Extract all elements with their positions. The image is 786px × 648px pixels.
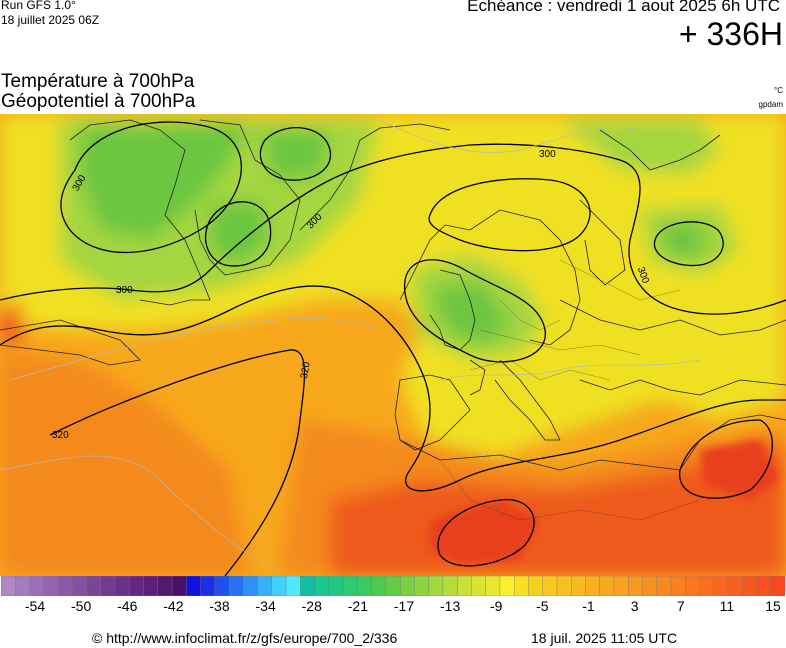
colorbar-tick-label: 15 — [765, 598, 781, 614]
unit-temperature: °C — [774, 86, 783, 95]
colorbar-swatch — [114, 576, 130, 596]
colorbar-tick-label: -34 — [255, 598, 276, 614]
colorbar-tick-label: -21 — [347, 598, 368, 614]
colorbar-swatch — [756, 576, 772, 596]
lead-time: + 336H — [678, 16, 783, 52]
colorbar-tick-label: -46 — [117, 598, 138, 614]
colorbar-swatch — [727, 576, 743, 596]
colorbar-tick-label: -42 — [163, 598, 184, 614]
colorbar-swatch — [57, 576, 73, 596]
unit-geopotential: gpdam — [758, 100, 783, 109]
coastlines — [0, 119, 786, 471]
colorbar-swatch — [628, 576, 643, 596]
colorbar-swatch — [656, 576, 672, 596]
contour-label: 300 — [116, 285, 133, 296]
colorbar-swatch — [15, 576, 31, 596]
colorbar-swatch — [385, 576, 401, 596]
colorbar-tick-labels: -54 -50 -46 -42 -38 -34 -28 -21 -17 -13 -9 -5 -1 3 7 11… — [0, 598, 786, 618]
colorbar-swatch — [371, 576, 387, 596]
colorbar-tick-label: -17 — [393, 598, 415, 614]
colorbar-tick-label: 3 — [630, 598, 639, 614]
colorbar-swatch — [285, 576, 301, 596]
colorbar-swatch — [43, 576, 59, 596]
colorbar-tick-label: -1 — [582, 598, 595, 614]
temperature-colorbar — [1, 576, 785, 596]
colorbar-swatch — [713, 576, 729, 596]
geopotential-contours — [0, 121, 786, 576]
colorbar-tick-label: -5 — [536, 598, 549, 614]
run-label: Run GFS 1.0° — [1, 0, 76, 12]
colorbar-swatch — [399, 576, 415, 596]
colorbar-tick-label: -13 — [440, 598, 461, 614]
source-url[interactable]: © http://www.infoclimat.fr/z/gfs/europe/… — [92, 630, 398, 646]
colorbar-swatch — [442, 576, 458, 596]
colorbar-swatch — [542, 576, 558, 596]
contour-label: 300 — [539, 149, 556, 160]
run-date: 18 juillet 2025 06Z — [1, 13, 100, 27]
colorbar-swatch — [186, 576, 202, 596]
colorbar-swatch — [271, 576, 287, 596]
colorbar-swatch — [72, 576, 88, 596]
weather-map: 300 300 300 300 300 320 320 — [0, 114, 786, 576]
colorbar-swatch — [314, 576, 330, 596]
colorbar-swatch — [471, 576, 487, 596]
colorbar-swatch — [357, 576, 373, 596]
colorbar-swatch — [685, 576, 700, 596]
colorbar-tick-label: -28 — [301, 598, 322, 614]
colorbar-swatch — [328, 576, 344, 596]
colorbar-swatch — [556, 576, 572, 596]
colorbar-swatch — [613, 576, 629, 596]
colorbar-swatch — [214, 576, 230, 596]
colorbar-swatch — [642, 576, 658, 596]
colorbar-swatch — [499, 576, 515, 596]
colorbar-swatch — [243, 576, 259, 596]
colorbar-swatch — [456, 576, 472, 596]
valid-time: Echéance : vendredi 1 aout 2025 6h UTC — [467, 0, 780, 15]
colorbar-swatch — [742, 576, 757, 596]
colorbar-swatch — [699, 576, 715, 596]
colorbar-swatch — [86, 576, 102, 596]
colorbar-swatch — [342, 576, 358, 596]
colorbar-tick-label: -54 — [24, 598, 46, 614]
contour-label: 320 — [299, 361, 313, 380]
colorbar-swatch — [585, 576, 601, 596]
map-title-temperature: Température à 700hPa — [1, 71, 195, 92]
colorbar-swatch — [29, 576, 45, 596]
colorbar-swatch — [200, 576, 216, 596]
map-title-geopotential: Géopotentiel à 700hPa — [1, 91, 196, 112]
colorbar-swatch — [171, 576, 187, 596]
colorbar-swatch — [257, 576, 273, 596]
colorbar-swatch — [428, 576, 444, 596]
temperature-field — [0, 114, 786, 576]
colorbar-swatch — [157, 576, 173, 596]
colorbar-tick-label: -50 — [71, 598, 92, 614]
colorbar-swatch — [300, 576, 316, 596]
borders — [439, 259, 701, 521]
colorbar-swatch — [1, 576, 16, 596]
isotherm-lines — [0, 119, 701, 571]
contour-label: 320 — [52, 430, 69, 441]
colorbar-swatch — [513, 576, 529, 596]
colorbar-swatch — [770, 576, 785, 596]
colorbar-swatch — [143, 576, 159, 596]
colorbar-swatch — [485, 576, 501, 596]
colorbar-swatch — [228, 576, 244, 596]
colorbar-tick-label: 7 — [676, 598, 685, 614]
colorbar-swatch — [414, 576, 430, 596]
render-timestamp: 18 juil. 2025 11:05 UTC — [531, 630, 678, 646]
colorbar-tick-label: -38 — [209, 598, 230, 614]
colorbar-tick-label: -9 — [490, 598, 503, 614]
colorbar-tick-label: 11 — [719, 598, 735, 614]
colorbar-swatch — [670, 576, 686, 596]
colorbar-swatch — [528, 576, 544, 596]
colorbar-swatch — [129, 576, 145, 596]
colorbar-swatch — [570, 576, 586, 596]
colorbar-swatch — [599, 576, 615, 596]
colorbar-swatch — [100, 576, 116, 596]
